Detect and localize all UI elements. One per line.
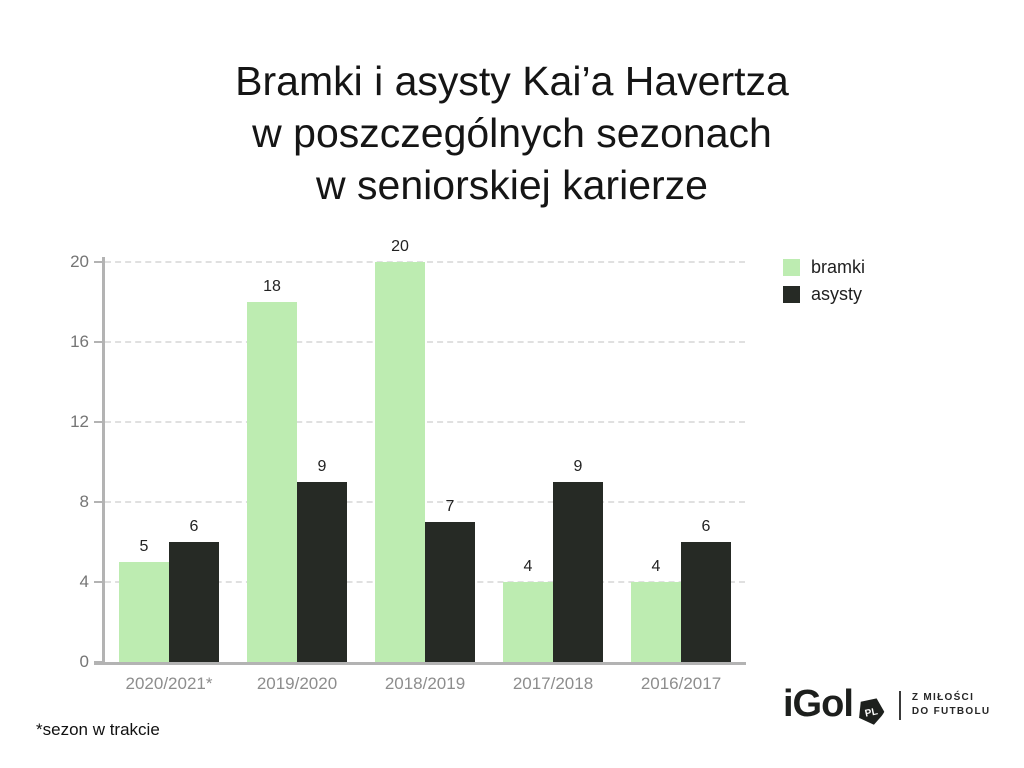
gridline — [105, 261, 745, 263]
bar-value-label: 5 — [139, 538, 149, 555]
y-axis-tick — [94, 261, 102, 263]
y-tick-label: 12 — [70, 412, 89, 431]
gridline — [105, 341, 745, 343]
y-axis-tick — [94, 661, 102, 663]
logo-badge-text: PL — [864, 706, 879, 719]
legend-label: asysty — [811, 284, 863, 304]
footnote: *sezon w trakcie — [36, 720, 160, 739]
y-axis-tick — [94, 501, 102, 503]
legend-swatch — [783, 258, 800, 276]
y-tick-label: 8 — [79, 492, 89, 511]
y-axis-tick — [94, 341, 102, 343]
bar-asysty — [169, 542, 219, 662]
legend: bramki asysty — [783, 258, 865, 312]
plot-area: 0 4 8 12 16 20 5 6 2020/2021* 18 9 2019/2020 20 7 2018… — [70, 238, 746, 693]
bar-value-label: 7 — [445, 498, 455, 515]
y-tick-label: 0 — [79, 652, 89, 671]
x-category-label: 2017/2018 — [512, 674, 594, 693]
logo-tagline-line2: DO FUTBOLU — [911, 706, 991, 717]
chart-title: Bramki i asysty Kai’a Havertza w poszcze… — [235, 58, 789, 208]
bar-asysty — [553, 482, 603, 662]
bar-bramki — [375, 262, 425, 662]
bar-value-label: 20 — [391, 238, 409, 255]
x-category-label: 2019/2020 — [256, 674, 338, 693]
gridline — [105, 501, 745, 503]
bar-value-label: 9 — [317, 458, 327, 475]
legend-item: bramki — [783, 258, 865, 276]
bar-asysty — [681, 542, 731, 662]
gridline — [105, 421, 745, 423]
x-category-label: 2020/2021* — [125, 674, 213, 693]
logo-pl-badge-icon: PL — [858, 698, 886, 725]
bar-value-label: 9 — [573, 458, 583, 475]
bar-asysty — [425, 522, 475, 662]
logo-wordmark: iGol — [783, 683, 854, 725]
x-category-label: 2018/2019 — [384, 674, 466, 693]
bar-asysty — [297, 482, 347, 662]
bar-bramki — [119, 562, 169, 662]
logo-tagline-line1: Z MIŁOŚCI — [911, 692, 975, 703]
y-axis-line — [102, 257, 105, 662]
legend-item: asysty — [783, 285, 865, 303]
legend-swatch — [783, 285, 800, 303]
bar-value-label: 4 — [651, 558, 661, 575]
logo-divider — [898, 691, 901, 720]
bar-value-label: 18 — [263, 278, 281, 295]
bar-value-label: 4 — [523, 558, 533, 575]
bar-bramki — [503, 582, 553, 662]
x-axis-line — [94, 662, 746, 665]
y-axis-tick — [94, 421, 102, 423]
bar-value-label: 6 — [189, 518, 199, 535]
y-tick-label: 16 — [70, 332, 89, 351]
igol-logo: iGol PL Z MIŁOŚCI DO FUTBOLU — [783, 684, 990, 727]
bar-value-label: 6 — [701, 518, 711, 535]
bar-bramki — [247, 302, 297, 662]
logo-tagline: Z MIŁOŚCI DO FUTBOLU — [912, 691, 991, 719]
bar-bramki — [631, 582, 681, 662]
y-tick-label: 4 — [79, 572, 89, 591]
legend-label: bramki — [811, 257, 866, 277]
x-category-label: 2016/2017 — [640, 674, 722, 693]
y-tick-label: 20 — [70, 252, 89, 271]
y-axis-tick — [94, 581, 102, 583]
